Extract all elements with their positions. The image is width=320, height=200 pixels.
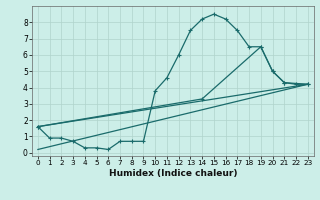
X-axis label: Humidex (Indice chaleur): Humidex (Indice chaleur) <box>108 169 237 178</box>
